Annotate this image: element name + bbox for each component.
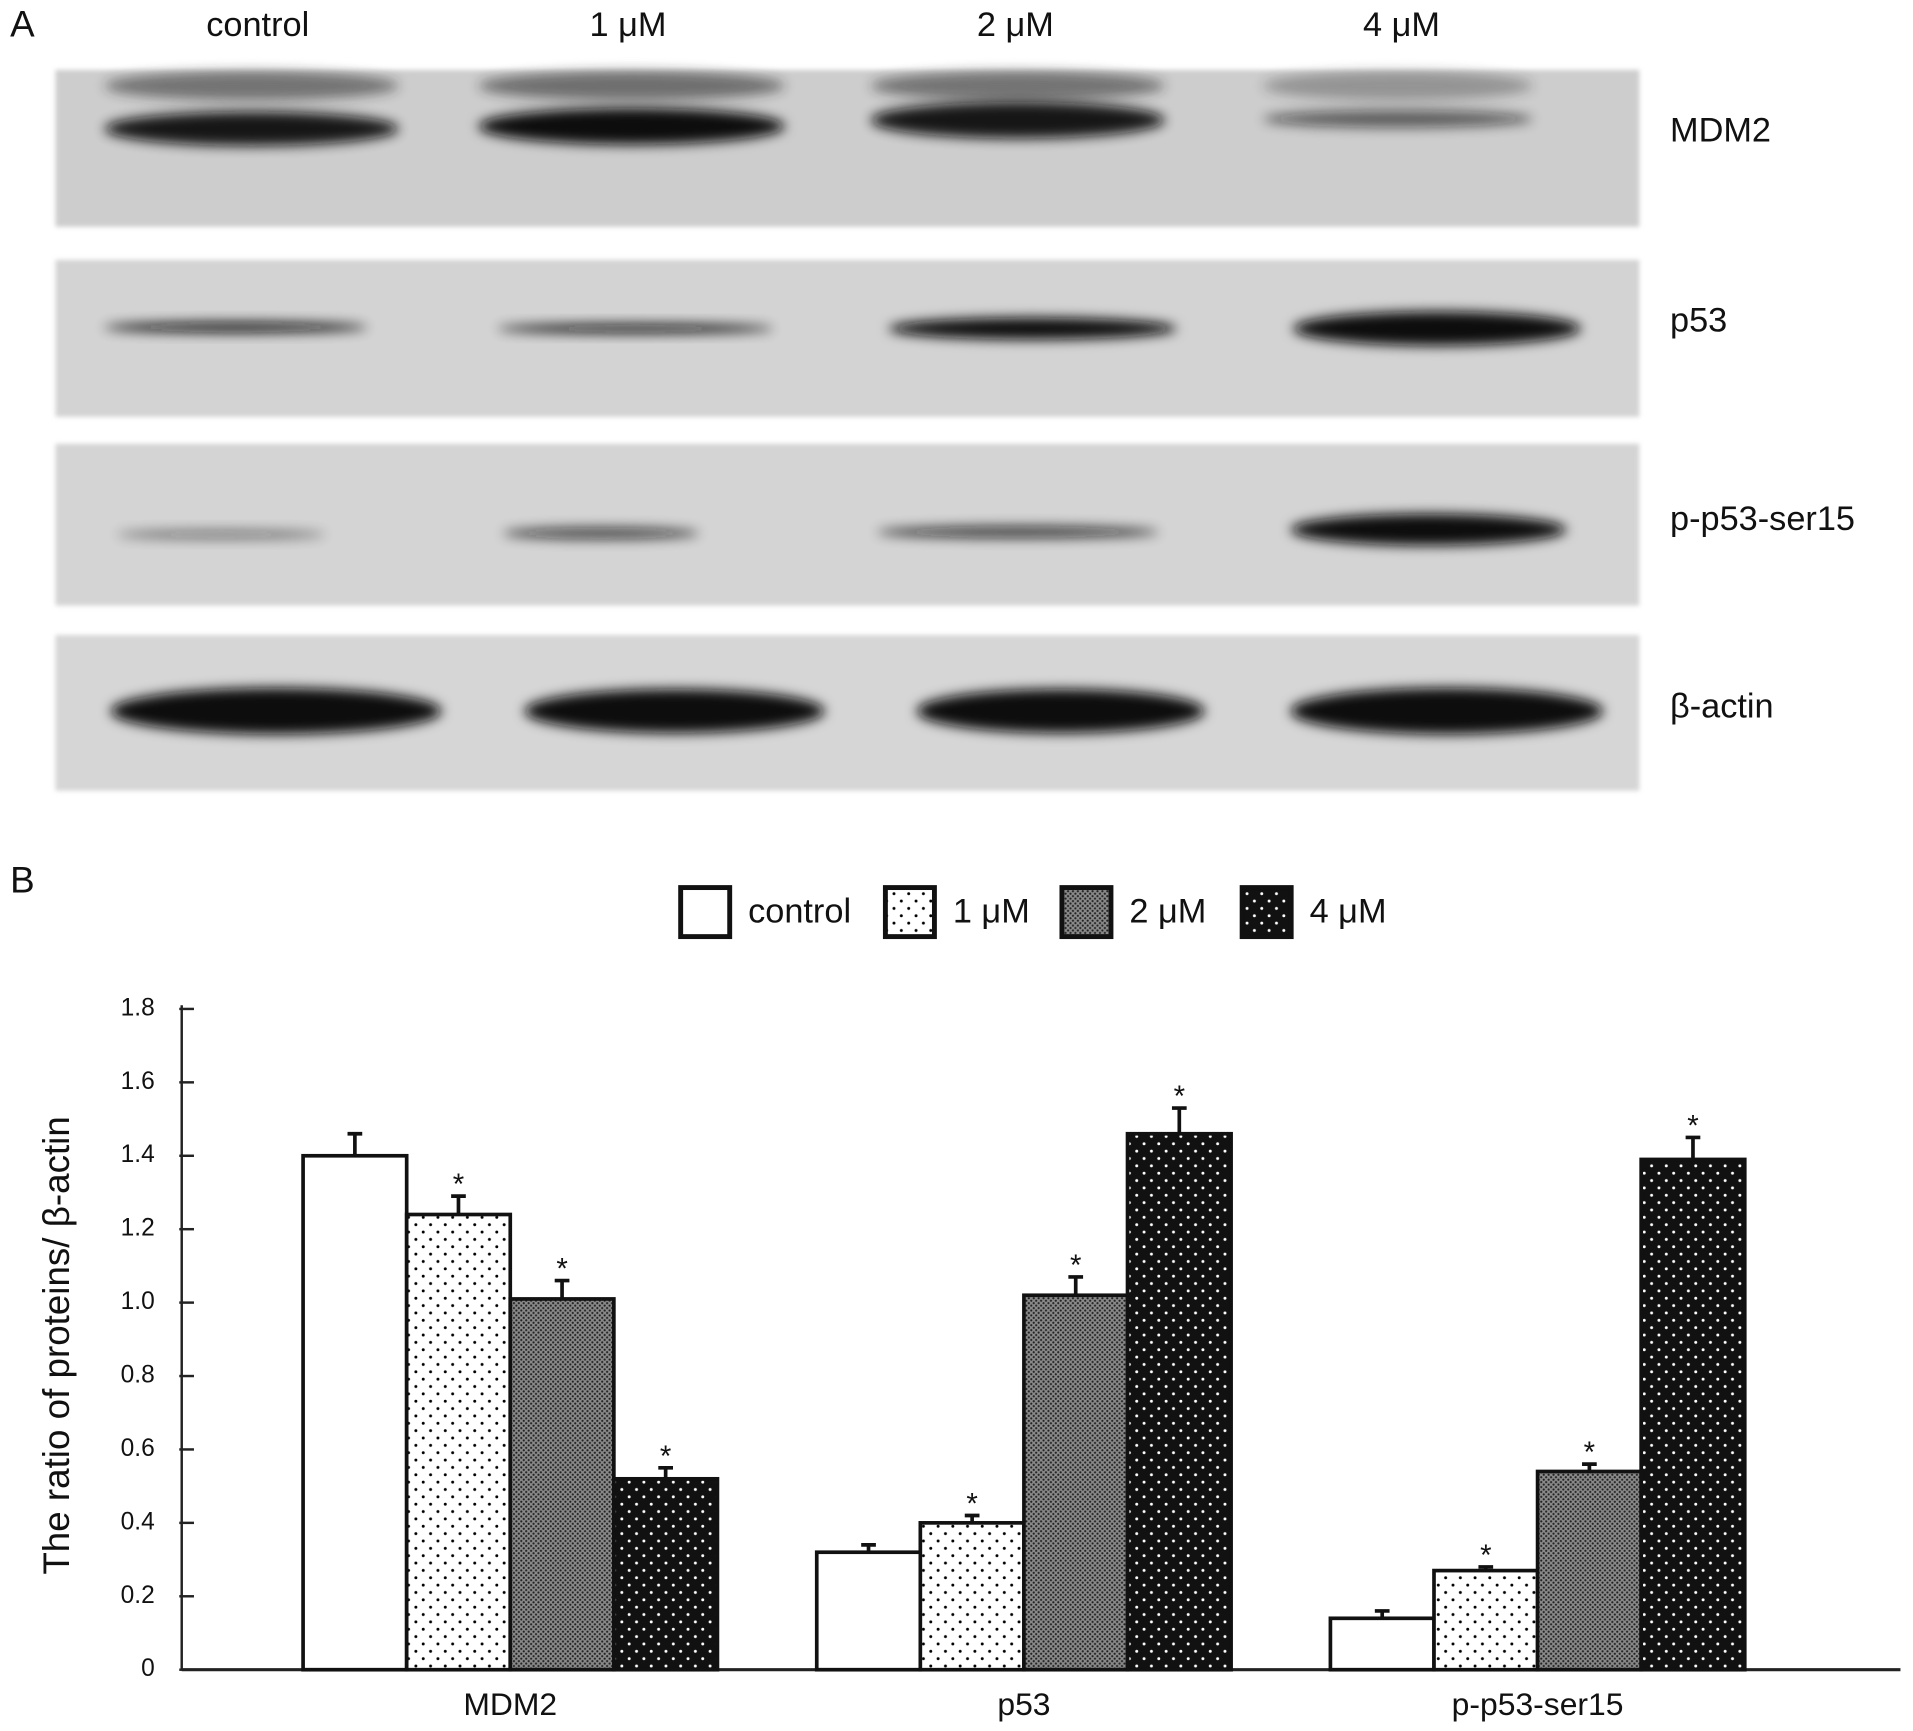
lane-label: 4 μM [1363,6,1440,44]
blot-band [497,323,774,334]
blot-band [888,317,1177,340]
legend-swatch [1239,885,1294,940]
blot-band [116,529,326,540]
bar [1022,1293,1130,1672]
legend-label: 2 μM [1129,892,1206,930]
blot-band [110,687,442,735]
error-bar [1068,1275,1084,1296]
protein-label: MDM2 [1670,111,1771,149]
bar [301,1153,409,1672]
x-tick-label: p53 [997,1686,1050,1722]
panel-label: B [10,859,35,900]
significance-marker: * [1174,1080,1185,1113]
bar [1535,1469,1644,1672]
bar [814,1550,923,1672]
lane-label: control [206,6,309,44]
blot-band [870,101,1165,139]
bar [918,1521,1026,1672]
blot-band [1290,687,1604,735]
significance-marker: * [1584,1436,1595,1469]
legend-swatch [1059,885,1114,940]
bar [1432,1568,1540,1672]
y-tick-label: 1.8 [121,994,155,1021]
legend-swatch [678,885,733,940]
y-tick-label: 1.0 [121,1288,155,1315]
blot-smear [478,71,785,101]
y-tick-label: 1.4 [121,1141,155,1168]
bar [612,1476,720,1672]
error-bar [1171,1106,1187,1134]
significance-marker: * [966,1487,977,1520]
significance-marker: * [1070,1249,1081,1282]
protein-label: β-actin [1670,688,1774,726]
blot-band [876,525,1159,539]
bar [508,1297,616,1672]
protein-label: p53 [1670,301,1727,339]
protein-label: p-p53-ser15 [1670,500,1855,538]
y-tick-label: 0.8 [121,1361,155,1388]
significance-marker: * [660,1440,671,1473]
y-axis-label: The ratio of proteins/ β-actin [36,1116,77,1574]
blot-band [104,111,399,146]
blot-band [524,688,825,734]
bar-chart: The ratio of proteins/ β-actin 0 0.2 0.4 0.6… [36,885,1901,1722]
legend-label: control [748,892,851,930]
y-tick-label: 0.2 [121,1582,155,1609]
blot-band [1293,311,1582,346]
blot-smear [1262,71,1533,101]
error-bar [451,1194,466,1215]
x-tick-label: MDM2 [463,1686,557,1722]
blot-smear [870,71,1165,101]
y-tick-label: 0.4 [121,1508,155,1535]
panel-label: A [10,4,35,45]
blot-band [103,321,368,333]
bar [1125,1131,1233,1672]
y-tick-label: 1.6 [121,1068,155,1095]
legend-label: 1 μM [953,892,1030,930]
blot-band [478,107,785,145]
legend-swatch [882,885,937,940]
y-tick-label: 1.2 [121,1215,155,1242]
blot-smear [104,71,399,101]
blot-band [916,688,1205,734]
x-tick-label: p-p53-ser15 [1452,1686,1624,1722]
error-bar [554,1278,570,1299]
bar [404,1212,513,1672]
blot-band [502,527,700,540]
lane-label: 1 μM [589,6,666,44]
significance-marker: * [1480,1539,1491,1572]
bar [1328,1616,1436,1672]
legend-label: 4 μM [1310,892,1387,930]
error-bar [347,1131,363,1156]
error-bar [1685,1135,1701,1160]
bar [1639,1157,1747,1672]
lane-label: 2 μM [977,6,1054,44]
blot-band [1262,110,1533,128]
y-tick-label: 0.6 [121,1435,155,1462]
blot-band [1290,513,1567,546]
y-tick-label: 0 [141,1655,155,1682]
significance-marker: * [556,1253,567,1286]
significance-marker: * [1687,1109,1698,1142]
significance-marker: * [453,1168,464,1201]
western-blot: control 1 μM 2 μM 4 μM MDM2 p53 p-p53-ser15 β-a… [55,6,1855,791]
